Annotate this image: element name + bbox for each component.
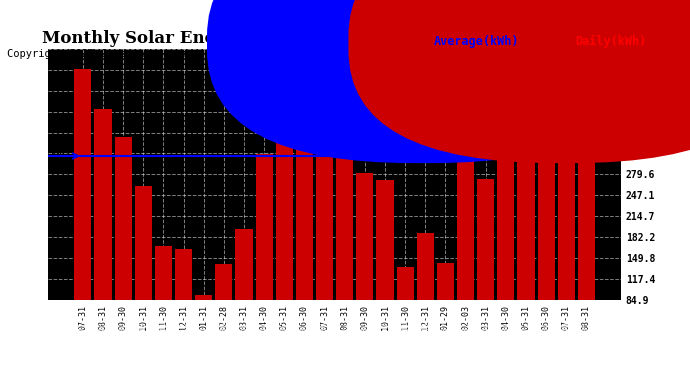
Text: 136.384: 136.384 <box>401 321 410 354</box>
Bar <box>235 229 253 355</box>
Bar <box>95 109 112 355</box>
Bar <box>457 161 474 355</box>
Text: 308.046: 308.046 <box>55 140 63 172</box>
Text: 273.144: 273.144 <box>481 321 490 354</box>
Title: Monthly Solar Energy & Average Production Wed Sep 30 18:36: Monthly Solar Energy & Average Productio… <box>42 30 627 47</box>
Bar <box>255 154 273 355</box>
Text: 442.305: 442.305 <box>582 321 591 354</box>
Bar <box>215 264 233 355</box>
Bar <box>578 69 595 355</box>
Text: 380.696: 380.696 <box>99 321 108 354</box>
Bar <box>538 53 555 355</box>
Text: 169.104: 169.104 <box>159 321 168 354</box>
Bar <box>336 89 353 355</box>
Text: 311.244: 311.244 <box>259 321 268 354</box>
Bar <box>558 76 575 355</box>
Text: 270.652: 270.652 <box>380 321 389 354</box>
Text: 281.780: 281.780 <box>360 321 369 354</box>
Text: 188.748: 188.748 <box>421 321 430 354</box>
Text: Copyright 2020 Cartronics.com: Copyright 2020 Cartronics.com <box>7 49 188 59</box>
Text: 443.072: 443.072 <box>79 321 88 354</box>
Text: 390.000: 390.000 <box>280 321 289 354</box>
Bar <box>497 116 515 355</box>
Bar <box>195 295 213 355</box>
Text: 467.604: 467.604 <box>542 321 551 354</box>
Bar <box>417 233 434 355</box>
Text: 140.336: 140.336 <box>219 321 228 354</box>
Text: 92.564: 92.564 <box>199 326 208 354</box>
Text: Average(kWh): Average(kWh) <box>433 35 519 48</box>
Bar <box>437 263 454 355</box>
Text: 195.168: 195.168 <box>239 321 248 354</box>
Bar <box>296 103 313 355</box>
Bar <box>75 69 92 355</box>
Bar <box>477 178 494 355</box>
Bar <box>276 103 293 355</box>
Text: 337.200: 337.200 <box>119 321 128 354</box>
Text: 142.652: 142.652 <box>441 321 450 354</box>
Bar <box>155 246 172 355</box>
Bar <box>135 186 152 355</box>
Bar <box>397 267 414 355</box>
Text: 370.984: 370.984 <box>502 321 511 354</box>
Text: 300.332: 300.332 <box>461 321 470 354</box>
Text: 432.540: 432.540 <box>562 321 571 354</box>
Bar <box>175 249 192 355</box>
Text: 411.212: 411.212 <box>340 321 349 354</box>
Text: 389.800: 389.800 <box>300 321 309 354</box>
Text: 164.112: 164.112 <box>179 321 188 354</box>
Bar <box>316 87 333 355</box>
Text: 414.300: 414.300 <box>320 321 329 354</box>
Bar <box>377 180 393 355</box>
Bar <box>115 137 132 355</box>
Bar <box>518 90 535 355</box>
Text: 410.072: 410.072 <box>522 321 531 354</box>
Text: 262.248: 262.248 <box>139 321 148 354</box>
Text: Daily(kWh): Daily(kWh) <box>575 35 646 48</box>
Bar <box>356 173 373 355</box>
